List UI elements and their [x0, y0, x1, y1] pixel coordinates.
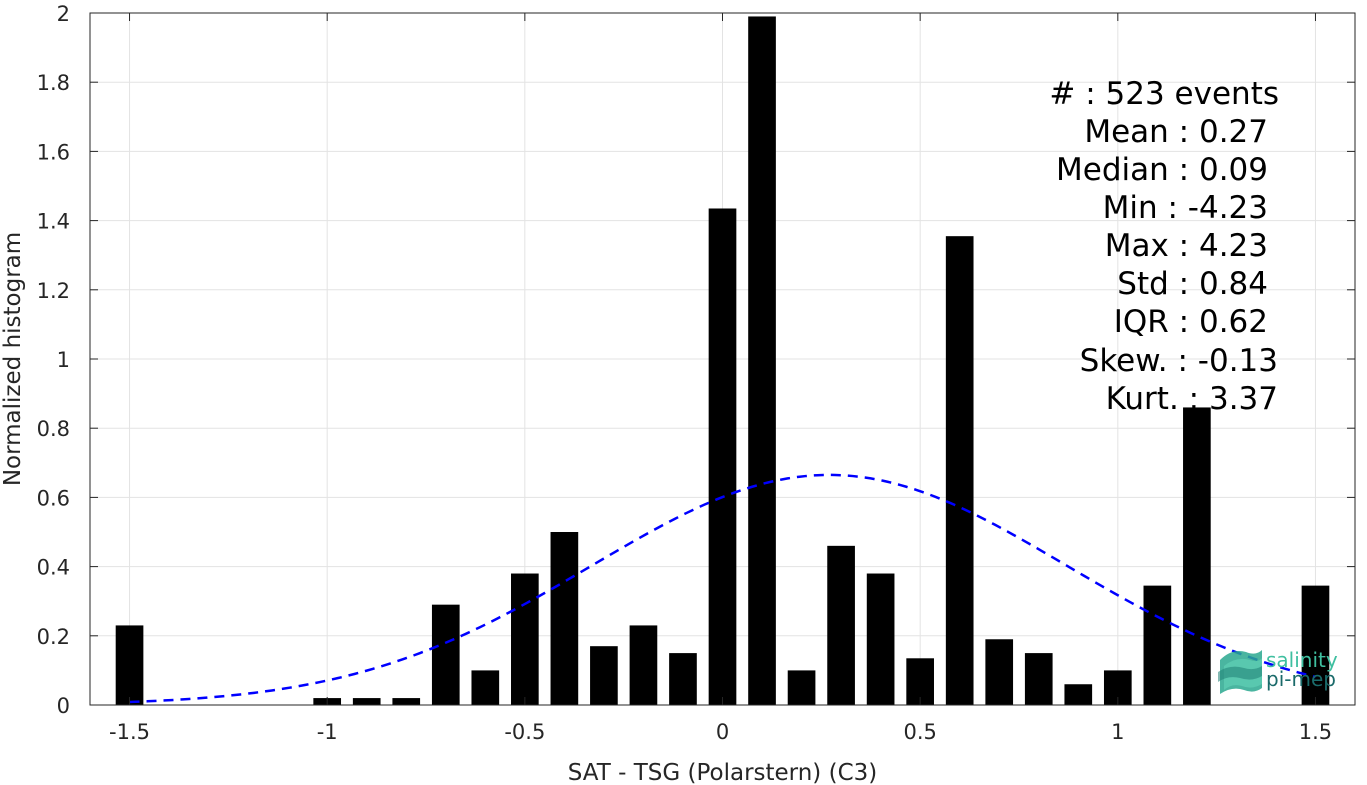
histogram-bar	[1064, 684, 1093, 705]
stat-skew: Skew. : -0.13	[1080, 343, 1278, 379]
y-tick-label: 2	[57, 2, 70, 26]
y-tick-label: 1.6	[37, 140, 70, 164]
y-tick-label: 0	[57, 694, 70, 718]
y-tick-label: 0.6	[37, 486, 70, 510]
y-tick-label: 0.4	[37, 556, 70, 580]
x-tick-label: -0.5	[504, 720, 545, 744]
x-tick-label: 1	[1111, 720, 1124, 744]
histogram-bar	[511, 573, 539, 705]
stat-median: Median : 0.09	[1056, 152, 1268, 188]
stat-max: Max : 4.23	[1105, 228, 1268, 264]
x-tick-label: 0	[716, 720, 729, 744]
histogram-bar	[431, 604, 460, 705]
y-tick-label: 0.2	[37, 625, 70, 649]
wave-logo-icon	[1218, 650, 1262, 694]
histogram-bar	[1143, 585, 1172, 705]
histogram-bar	[945, 236, 974, 706]
histogram-bar	[827, 545, 855, 705]
x-axis-ticks: -1.5 -1 -0.5 0 0.5 1 1.5	[109, 13, 1332, 744]
histogram-bar	[629, 625, 658, 705]
y-axis-ticks: 0 0.2 0.4 0.6 0.8 1 1.2 1.4 1.6 1.8 2	[37, 2, 1355, 718]
logo-line2: pi-mep	[1266, 667, 1336, 691]
y-tick-label: 1	[57, 348, 70, 372]
stat-std: Std : 0.84	[1117, 266, 1268, 302]
gaussian-fit-curve	[129, 473, 1316, 704]
stat-min: Min : -4.23	[1103, 190, 1268, 226]
statistics-box: # : 523 events Mean : 0.27 Median : 0.09…	[1049, 76, 1279, 417]
stat-iqr: IQR : 0.62	[1114, 304, 1268, 340]
x-axis-label: SAT - TSG (Polarstern) (C3)	[568, 760, 877, 785]
histogram-bar	[1301, 585, 1330, 705]
y-axis-label: Normalized histogram	[0, 232, 26, 486]
stat-kurt: Kurt. : 3.37	[1106, 381, 1278, 417]
salinity-pimep-logo: salinity pi-mep	[1218, 648, 1338, 694]
y-tick-label: 0.8	[37, 417, 70, 441]
histogram-bar	[352, 698, 381, 705]
histogram-bar	[550, 532, 579, 705]
histogram-bar	[115, 625, 144, 705]
x-tick-label: -1	[317, 720, 338, 744]
histogram-bar	[748, 16, 776, 705]
histogram-bar	[1024, 653, 1053, 705]
histogram-bar	[590, 646, 618, 705]
histogram-bars	[115, 16, 1330, 706]
x-tick-label: 0.5	[903, 720, 936, 744]
histogram-bar	[471, 670, 500, 705]
histogram-bar	[1183, 407, 1211, 705]
x-tick-label: 1.5	[1299, 720, 1332, 744]
logo-line1: salinity	[1266, 648, 1338, 672]
y-tick-label: 1.8	[37, 71, 70, 95]
stat-count: # : 523 events	[1049, 76, 1279, 112]
y-tick-label: 1.4	[37, 210, 70, 234]
x-tick-label: -1.5	[109, 720, 150, 744]
y-tick-label: 1.2	[37, 279, 70, 303]
histogram-bar	[708, 208, 737, 706]
histogram-bar	[866, 573, 895, 705]
stat-mean: Mean : 0.27	[1084, 114, 1268, 150]
histogram-bar	[392, 698, 421, 705]
histogram-bar	[787, 670, 816, 705]
histogram-bar	[985, 639, 1014, 705]
histogram-bar	[669, 653, 697, 705]
